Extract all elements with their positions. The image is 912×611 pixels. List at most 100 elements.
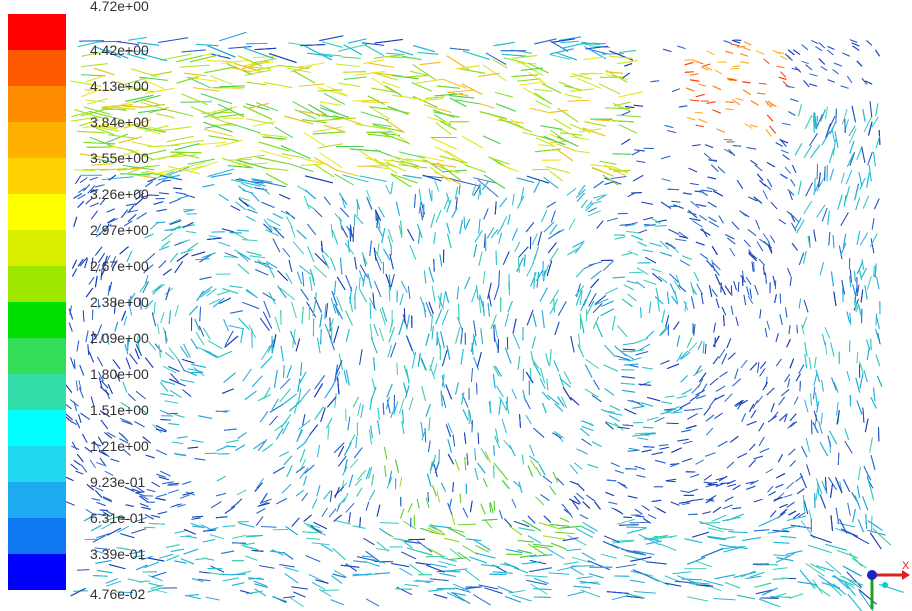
velocity-vector bbox=[463, 432, 467, 444]
velocity-vector bbox=[441, 169, 467, 173]
velocity-vector bbox=[482, 300, 485, 317]
velocity-vector bbox=[259, 493, 268, 505]
velocity-vector bbox=[570, 88, 594, 92]
velocity-vector bbox=[651, 451, 663, 456]
velocity-vector bbox=[708, 159, 717, 162]
velocity-vector bbox=[455, 99, 479, 105]
velocity-vector bbox=[348, 296, 353, 312]
velocity-vector bbox=[286, 365, 292, 379]
velocity-vector bbox=[553, 298, 555, 313]
velocity-vector bbox=[281, 421, 290, 435]
velocity-vector bbox=[383, 446, 388, 460]
velocity-vector bbox=[296, 429, 303, 443]
velocity-vector bbox=[836, 522, 856, 528]
velocity-vector bbox=[533, 363, 542, 376]
velocity-vector bbox=[337, 497, 346, 507]
velocity-vector bbox=[67, 418, 77, 426]
velocity-vector bbox=[254, 47, 277, 51]
velocity-vector bbox=[671, 200, 681, 203]
velocity-vector bbox=[104, 470, 114, 476]
velocity-vector bbox=[245, 288, 257, 298]
velocity-vector bbox=[618, 124, 638, 134]
velocity-vector bbox=[824, 477, 827, 493]
velocity-vector bbox=[539, 378, 546, 390]
velocity-vector bbox=[498, 399, 502, 416]
velocity-vector bbox=[139, 297, 142, 310]
velocity-vector bbox=[129, 292, 136, 302]
velocity-vector bbox=[241, 60, 268, 70]
velocity-vector bbox=[254, 583, 268, 588]
velocity-vector bbox=[144, 561, 160, 569]
velocity-vector bbox=[205, 527, 219, 532]
velocity-vector bbox=[636, 281, 646, 289]
velocity-vector bbox=[222, 388, 234, 394]
velocity-vector bbox=[279, 564, 295, 568]
velocity-vector bbox=[105, 389, 111, 400]
velocity-vector bbox=[473, 244, 478, 258]
velocity-vector bbox=[678, 231, 687, 238]
velocity-vector bbox=[469, 556, 488, 564]
velocity-vector bbox=[144, 513, 154, 520]
velocity-vector bbox=[184, 528, 196, 535]
velocity-vector bbox=[611, 595, 629, 601]
velocity-vector bbox=[825, 123, 831, 139]
velocity-vector bbox=[139, 104, 165, 109]
velocity-vector bbox=[746, 146, 757, 150]
velocity-vector bbox=[531, 233, 538, 246]
velocity-vector bbox=[279, 388, 291, 403]
velocity-vector bbox=[145, 454, 155, 459]
velocity-vector bbox=[705, 427, 714, 436]
velocity-vector bbox=[528, 72, 547, 85]
velocity-vector bbox=[576, 576, 593, 579]
velocity-vector bbox=[224, 335, 239, 348]
velocity-vector bbox=[703, 474, 712, 481]
velocity-vector bbox=[341, 226, 349, 238]
velocity-vector bbox=[411, 82, 432, 92]
velocity-vector bbox=[557, 107, 579, 123]
velocity-vector bbox=[512, 333, 521, 350]
velocity-vector bbox=[770, 510, 777, 518]
velocity-vector bbox=[575, 268, 585, 278]
velocity-vector bbox=[345, 328, 350, 342]
velocity-vector bbox=[195, 331, 205, 346]
velocity-vector bbox=[704, 343, 707, 355]
velocity-vector bbox=[244, 201, 256, 211]
velocity-vector bbox=[170, 373, 179, 383]
velocity-vector bbox=[637, 437, 649, 441]
velocity-vector bbox=[603, 535, 620, 543]
velocity-vector bbox=[179, 494, 191, 499]
velocity-vector bbox=[87, 185, 96, 194]
velocity-vector bbox=[153, 302, 156, 315]
velocity-vector bbox=[137, 406, 147, 414]
velocity-vector bbox=[170, 548, 185, 552]
velocity-vector bbox=[829, 168, 834, 181]
velocity-vector bbox=[259, 565, 275, 569]
velocity-vector bbox=[166, 135, 194, 143]
velocity-vector bbox=[829, 148, 835, 164]
velocity-vector bbox=[703, 152, 712, 160]
velocity-vector bbox=[101, 176, 134, 181]
velocity-vector bbox=[255, 516, 264, 526]
velocity-vector bbox=[695, 389, 705, 396]
velocity-vector bbox=[300, 163, 328, 166]
velocity-vector bbox=[376, 504, 381, 517]
velocity-vector bbox=[202, 327, 211, 340]
velocity-vector bbox=[824, 341, 828, 355]
velocity-vector bbox=[583, 289, 592, 306]
velocity-vector bbox=[229, 66, 252, 73]
velocity-vector bbox=[871, 218, 875, 230]
velocity-vector bbox=[359, 349, 363, 366]
velocity-vector bbox=[228, 122, 261, 134]
velocity-vector bbox=[262, 187, 270, 195]
velocity-vector bbox=[510, 118, 526, 131]
velocity-vector bbox=[656, 507, 666, 514]
velocity-vector bbox=[776, 557, 794, 562]
velocity-vector bbox=[724, 285, 732, 295]
velocity-vector bbox=[390, 182, 394, 194]
velocity-vector bbox=[125, 504, 134, 507]
velocity-vector bbox=[731, 221, 740, 230]
velocity-vector bbox=[580, 319, 585, 334]
velocity-vector bbox=[356, 556, 376, 562]
velocity-vector bbox=[665, 480, 676, 483]
velocity-vector bbox=[155, 428, 167, 433]
